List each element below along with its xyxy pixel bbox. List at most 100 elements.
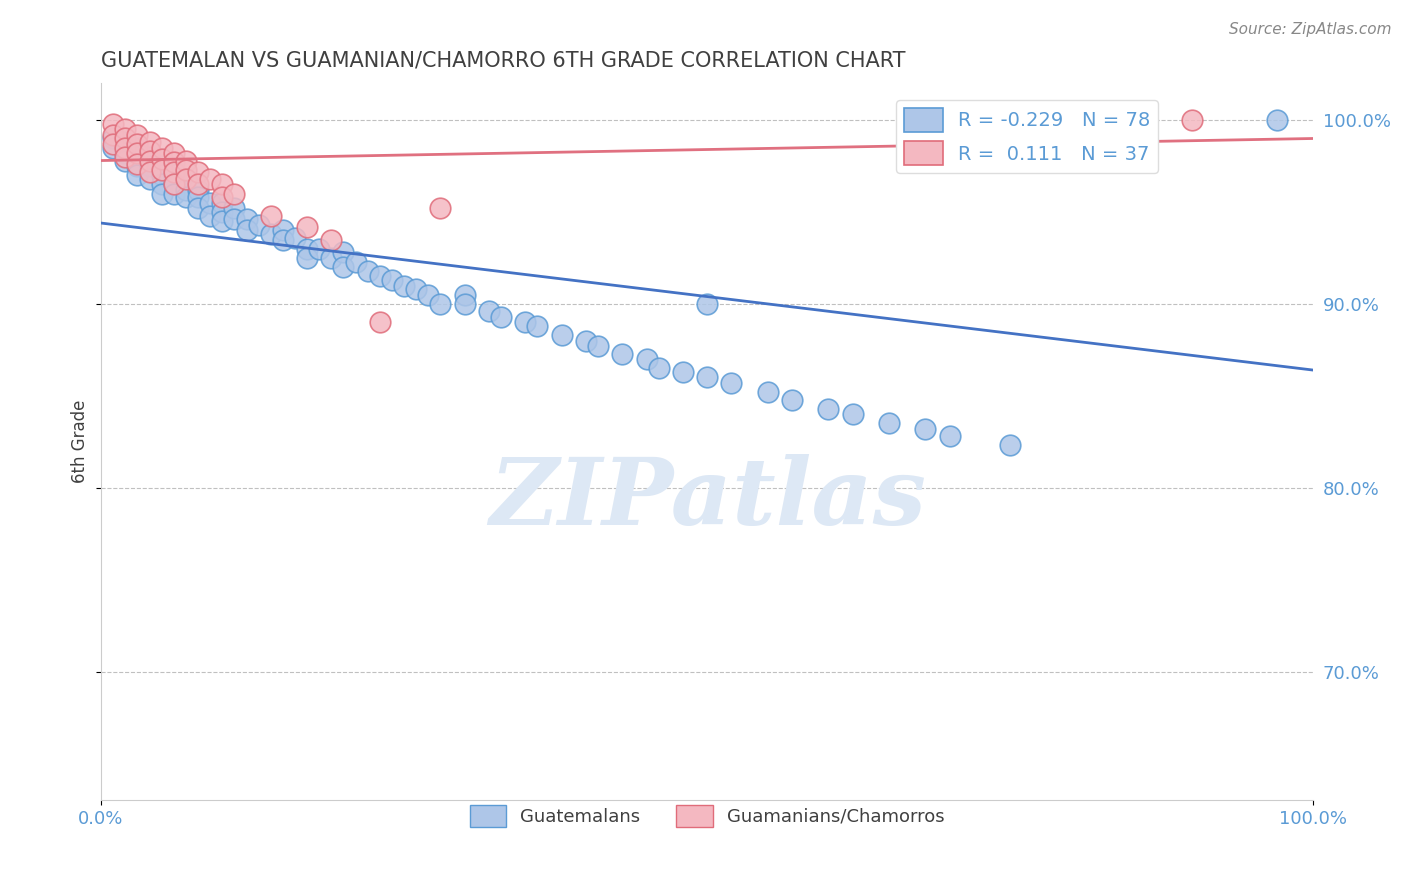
Point	[198, 195, 221, 210]
Point	[720, 376, 742, 390]
Point	[332, 260, 354, 275]
Point	[429, 202, 451, 216]
Point	[198, 172, 221, 186]
Point	[429, 297, 451, 311]
Point	[138, 145, 160, 159]
Point	[150, 178, 173, 192]
Point	[174, 190, 197, 204]
Point	[174, 172, 197, 186]
Point	[1265, 113, 1288, 128]
Point	[127, 168, 149, 182]
Point	[163, 178, 186, 192]
Point	[308, 242, 330, 256]
Point	[174, 183, 197, 197]
Point	[224, 186, 246, 201]
Point	[101, 141, 124, 155]
Point	[295, 251, 318, 265]
Point	[636, 352, 658, 367]
Point	[260, 227, 283, 241]
Point	[478, 304, 501, 318]
Point	[138, 172, 160, 186]
Text: Source: ZipAtlas.com: Source: ZipAtlas.com	[1229, 22, 1392, 37]
Point	[321, 251, 343, 265]
Point	[841, 407, 863, 421]
Point	[114, 131, 136, 145]
Point	[127, 157, 149, 171]
Point	[938, 429, 960, 443]
Point	[101, 131, 124, 145]
Point	[817, 401, 839, 416]
Point	[321, 233, 343, 247]
Point	[1000, 438, 1022, 452]
Point	[489, 310, 512, 324]
Point	[224, 212, 246, 227]
Point	[138, 150, 160, 164]
Point	[295, 219, 318, 234]
Point	[163, 146, 186, 161]
Point	[127, 159, 149, 173]
Point	[150, 141, 173, 155]
Point	[586, 339, 609, 353]
Legend: Guatemalans, Guamanians/Chamorros: Guatemalans, Guamanians/Chamorros	[463, 797, 952, 834]
Point	[163, 155, 186, 169]
Point	[150, 186, 173, 201]
Point	[150, 168, 173, 182]
Point	[696, 297, 718, 311]
Point	[150, 159, 173, 173]
Point	[114, 122, 136, 136]
Point	[187, 183, 209, 197]
Point	[114, 150, 136, 164]
Point	[756, 385, 779, 400]
Point	[332, 245, 354, 260]
Point	[368, 269, 391, 284]
Point	[127, 146, 149, 161]
Point	[247, 218, 270, 232]
Point	[163, 178, 186, 192]
Point	[877, 417, 900, 431]
Point	[163, 168, 186, 182]
Point	[235, 212, 257, 227]
Point	[101, 136, 124, 151]
Point	[163, 164, 186, 178]
Point	[211, 214, 233, 228]
Point	[368, 315, 391, 329]
Point	[672, 365, 695, 379]
Point	[526, 318, 548, 333]
Point	[612, 346, 634, 360]
Point	[575, 334, 598, 348]
Point	[187, 202, 209, 216]
Point	[127, 128, 149, 142]
Point	[550, 328, 572, 343]
Point	[174, 172, 197, 186]
Point	[127, 136, 149, 151]
Point	[418, 287, 440, 301]
Point	[224, 202, 246, 216]
Point	[114, 146, 136, 161]
Point	[405, 282, 427, 296]
Point	[647, 361, 669, 376]
Point	[187, 178, 209, 192]
Point	[114, 153, 136, 168]
Point	[174, 162, 197, 177]
Point	[271, 223, 294, 237]
Text: GUATEMALAN VS GUAMANIAN/CHAMORRO 6TH GRADE CORRELATION CHART: GUATEMALAN VS GUAMANIAN/CHAMORRO 6TH GRA…	[101, 51, 905, 70]
Point	[454, 287, 477, 301]
Point	[138, 135, 160, 149]
Point	[235, 223, 257, 237]
Point	[187, 164, 209, 178]
Point	[344, 254, 367, 268]
Y-axis label: 6th Grade: 6th Grade	[72, 401, 89, 483]
Point	[914, 422, 936, 436]
Point	[211, 190, 233, 204]
Point	[260, 209, 283, 223]
Point	[780, 392, 803, 407]
Point	[295, 242, 318, 256]
Point	[187, 190, 209, 204]
Point	[381, 273, 404, 287]
Point	[150, 162, 173, 177]
Point	[163, 186, 186, 201]
Point	[357, 264, 380, 278]
Point	[127, 141, 149, 155]
Point	[211, 195, 233, 210]
Point	[150, 152, 173, 166]
